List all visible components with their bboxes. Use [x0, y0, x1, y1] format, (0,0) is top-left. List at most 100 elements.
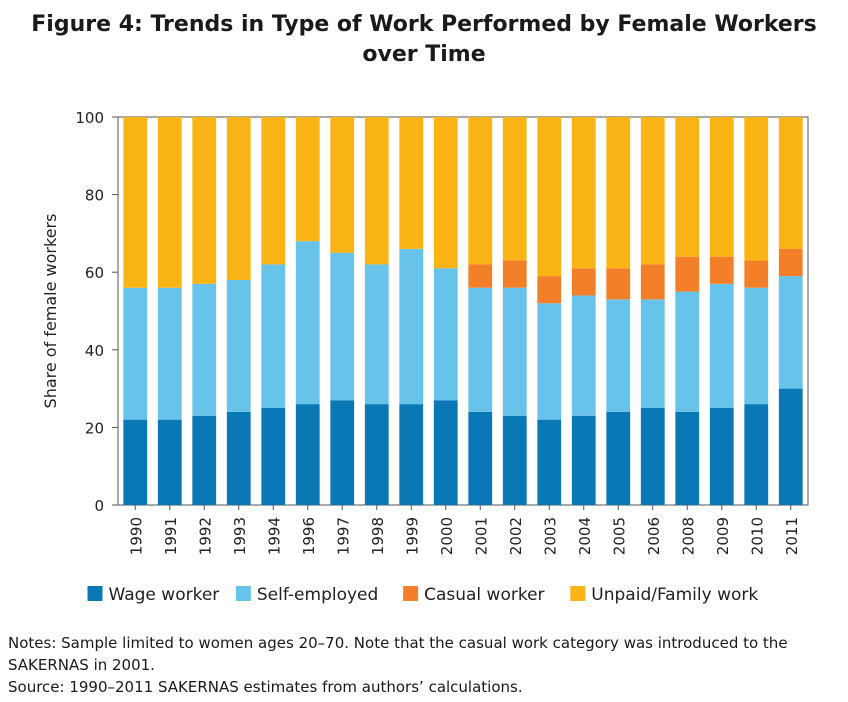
bar-self-employed-2000	[433, 268, 458, 401]
bar-wage-worker-2011	[778, 388, 803, 505]
bar-self-employed-1998	[364, 264, 389, 405]
bar-wage-worker-2005	[606, 411, 631, 505]
bar-wage-worker-1992	[192, 415, 217, 505]
x-tick-label-1999: 1999	[403, 517, 421, 555]
x-tick-label-2011: 2011	[783, 517, 801, 555]
bar-unpaid-family-work-1990	[123, 117, 148, 288]
x-tick-label-2005: 2005	[610, 517, 628, 555]
bar-unpaid-family-work-1996	[295, 117, 320, 242]
y-axis-label: Share of female workers	[41, 214, 60, 409]
bar-unpaid-family-work-2005	[606, 117, 631, 269]
bar-wage-worker-1994	[261, 408, 286, 505]
bar-wage-worker-1999	[399, 404, 424, 505]
bar-unpaid-family-work-1994	[261, 117, 286, 265]
bar-unpaid-family-work-1997	[330, 117, 355, 253]
legend-swatch-2	[403, 586, 419, 601]
bar-casual-worker-2002	[502, 260, 527, 288]
bar-casual-worker-2011	[778, 248, 803, 277]
bar-self-employed-2002	[502, 287, 527, 416]
bar-casual-worker-2005	[606, 268, 631, 300]
bar-self-employed-1994	[261, 264, 286, 408]
legend-swatch-3	[570, 586, 586, 601]
bar-self-employed-2009	[709, 283, 734, 408]
x-tick-label-1998: 1998	[369, 517, 387, 555]
x-tick-label-2008: 2008	[679, 517, 697, 555]
y-tick-label: 80	[85, 187, 104, 205]
x-tick-label-1990: 1990	[127, 517, 145, 555]
bar-self-employed-1996	[295, 241, 320, 405]
bar-self-employed-1991	[157, 287, 182, 420]
bar-casual-worker-2006	[640, 264, 665, 300]
legend-label-1: Self-employed	[257, 585, 378, 605]
bar-casual-worker-2009	[709, 256, 734, 284]
bar-self-employed-2005	[606, 299, 631, 412]
x-tick-label-2003: 2003	[541, 517, 559, 555]
bar-wage-worker-1990	[123, 419, 148, 505]
x-tick-label-1996: 1996	[300, 517, 318, 555]
bar-unpaid-family-work-2009	[709, 117, 734, 257]
bar-unpaid-family-work-1992	[192, 117, 217, 284]
x-tick-label-2001: 2001	[472, 517, 490, 555]
bar-wage-worker-2003	[537, 419, 562, 505]
bar-wage-worker-1993	[226, 411, 251, 505]
bar-wage-worker-2006	[640, 408, 665, 505]
x-tick-label-1994: 1994	[265, 517, 283, 555]
bar-self-employed-1993	[226, 279, 251, 412]
plot-frame	[117, 116, 809, 506]
bar-self-employed-1999	[399, 248, 424, 405]
bar-self-employed-1997	[330, 252, 355, 401]
notes-line-2: SAKERNAS in 2001.	[8, 656, 155, 674]
bar-unpaid-family-work-2002	[502, 117, 527, 261]
bar-wage-worker-2001	[468, 411, 493, 505]
x-tick-label-1993: 1993	[231, 517, 249, 555]
bar-unpaid-family-work-2006	[640, 117, 665, 265]
x-tick-label-2000: 2000	[438, 517, 456, 555]
chart-title-line-1: Figure 4: Trends in Type of Work Perform…	[31, 12, 817, 37]
bar-unpaid-family-work-2010	[744, 117, 769, 261]
bar-unpaid-family-work-1991	[157, 117, 182, 288]
bar-wage-worker-1991	[157, 419, 182, 505]
x-tick-label-1992: 1992	[196, 517, 214, 555]
bar-unpaid-family-work-2004	[571, 117, 596, 269]
x-tick-label-2004: 2004	[576, 517, 594, 555]
x-tick-label-2002: 2002	[507, 517, 525, 555]
bar-wage-worker-2002	[502, 415, 527, 505]
x-tick-label-1997: 1997	[334, 517, 352, 555]
bar-self-employed-2006	[640, 299, 665, 408]
bar-self-employed-2010	[744, 287, 769, 405]
bar-casual-worker-2003	[537, 276, 562, 304]
bar-self-employed-2003	[537, 303, 562, 420]
bar-wage-worker-1997	[330, 400, 355, 505]
bar-wage-worker-1996	[295, 404, 320, 505]
bar-unpaid-family-work-1993	[226, 117, 251, 280]
bar-wage-worker-2008	[675, 411, 700, 505]
legend-swatch-0	[87, 586, 103, 601]
notes-line-1: Notes: Sample limited to women ages 20–7…	[8, 634, 788, 652]
bar-self-employed-2008	[675, 291, 700, 412]
bar-self-employed-1990	[123, 287, 148, 420]
bar-self-employed-1992	[192, 283, 217, 416]
bar-unpaid-family-work-2003	[537, 117, 562, 277]
y-tick-label: 60	[85, 264, 104, 282]
source-line: Source: 1990–2011 SAKERNAS estimates fro…	[8, 678, 523, 696]
bar-unpaid-family-work-1998	[364, 117, 389, 265]
legend-label-2: Casual worker	[424, 585, 544, 605]
bar-unpaid-family-work-2008	[675, 117, 700, 257]
x-tick-label-1991: 1991	[162, 517, 180, 555]
bar-unpaid-family-work-2001	[468, 117, 493, 265]
bar-self-employed-2011	[778, 276, 803, 389]
y-tick-label: 40	[85, 342, 104, 360]
bar-casual-worker-2008	[675, 256, 700, 292]
x-tick-label-2009: 2009	[714, 517, 732, 555]
bar-unpaid-family-work-2000	[433, 117, 458, 269]
chart-title-line-2: over Time	[362, 42, 486, 67]
bar-self-employed-2001	[468, 287, 493, 412]
y-tick-label: 0	[94, 497, 104, 515]
bar-self-employed-2004	[571, 295, 596, 416]
bar-casual-worker-2010	[744, 260, 769, 288]
bar-casual-worker-2004	[571, 268, 596, 296]
chart-notes: Notes: Sample limited to women ages 20–7…	[8, 632, 844, 698]
y-tick-label: 20	[85, 419, 104, 437]
bar-unpaid-family-work-2011	[778, 117, 803, 249]
bar-unpaid-family-work-1999	[399, 117, 424, 249]
